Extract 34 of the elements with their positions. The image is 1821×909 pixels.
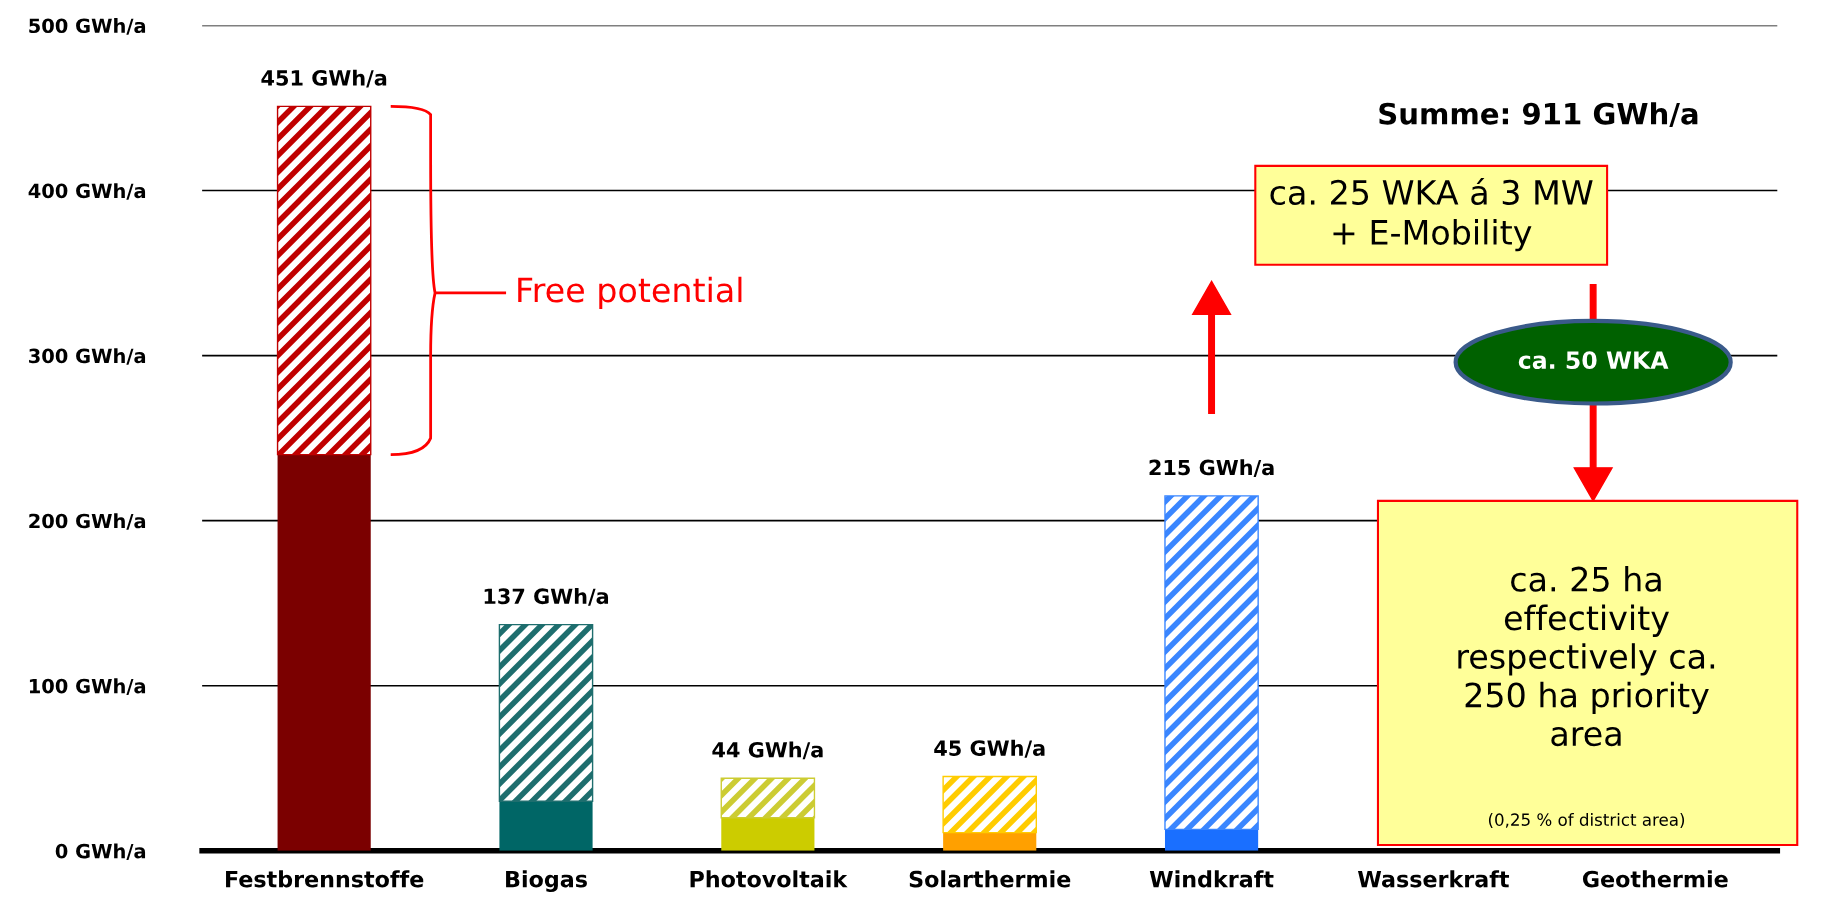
bar <box>943 832 1037 851</box>
annotation: Free potential <box>518 276 742 309</box>
bar <box>277 454 371 851</box>
bar <box>1164 829 1259 851</box>
annotation: ca. 25 WKA á 3 MW + E-Mobility <box>1270 177 1593 252</box>
bar <box>498 623 594 802</box>
total-label: 137 GWh/a <box>484 588 609 606</box>
y-tick-label: 400 GWh/a <box>28 183 146 200</box>
bar <box>720 777 816 819</box>
total-label: 44 GWh/a <box>712 741 823 760</box>
y-tick-label: 0 GWh/a <box>55 843 146 861</box>
x-tick-label: Photovoltaik <box>690 870 848 888</box>
x-tick-label: Geothermie <box>1582 870 1728 888</box>
bar <box>942 775 1037 834</box>
x-tick-label: Festbrennstoffe <box>226 870 424 888</box>
x-tick-label: Biogas <box>506 870 587 892</box>
bar <box>721 817 815 851</box>
y-tick-label: 200 GWh/a <box>29 513 146 530</box>
annotation: ca. 25 ha effectivity respectively ca. 250 ha priority area <box>1458 566 1715 747</box>
annotation: (0,25 % of district area) <box>1488 813 1685 828</box>
annotation: ca. 50 WKA <box>1518 351 1669 370</box>
total-label: 215 GWh/a <box>1149 459 1274 478</box>
y-tick-label: 300 GWh/a <box>29 348 146 365</box>
x-tick-label: Windkraft <box>1149 870 1274 888</box>
y-tick-label: 100 GWh/a <box>29 678 146 695</box>
bar <box>276 105 372 456</box>
annotation: Summe: 911 GWh/a <box>1379 102 1698 127</box>
bar <box>499 801 593 851</box>
bar <box>1164 495 1259 831</box>
y-tick-label: 500 GWh/a <box>29 18 146 35</box>
total-label: 45 GWh/a <box>934 739 1045 758</box>
x-tick-label: Solarthermie <box>909 870 1071 888</box>
x-tick-label: Wasserkraft <box>1357 870 1510 888</box>
total-label: 451 GWh/a <box>261 69 387 88</box>
